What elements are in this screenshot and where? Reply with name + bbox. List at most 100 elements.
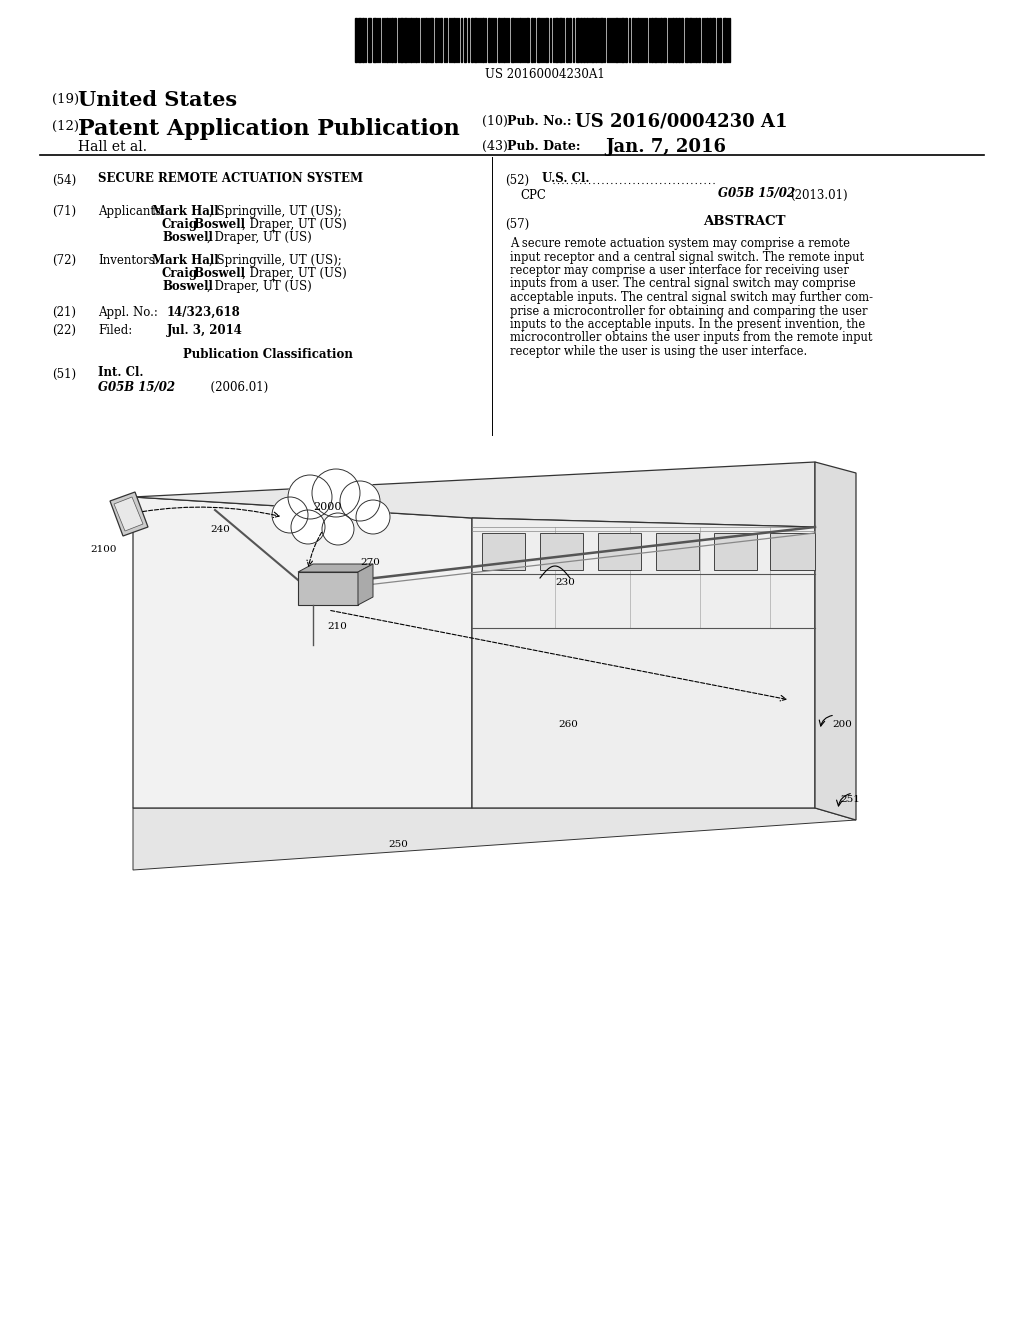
Polygon shape [815,462,856,820]
Bar [503,18,505,62]
Bar [435,18,437,62]
Bar [474,18,477,62]
Text: (71): (71) [52,205,76,218]
Text: , Springville, UT (US);: , Springville, UT (US); [209,253,342,267]
Bar [526,18,529,62]
Bar [569,18,571,62]
Text: (43): (43) [482,140,508,153]
Bar [488,18,490,62]
Text: Pub. Date:: Pub. Date: [507,140,581,153]
Polygon shape [656,533,699,570]
Bar [400,18,403,62]
Bar [362,18,364,62]
Text: (12): (12) [52,120,79,133]
Text: (19): (19) [52,92,79,106]
Text: inputs to the acceptable inputs. In the present invention, the: inputs to the acceptable inputs. In the … [510,318,865,331]
Polygon shape [472,517,815,808]
Bar [430,18,433,62]
Bar [625,18,627,62]
Bar [689,18,692,62]
Text: , Draper, UT (US): , Draper, UT (US) [242,218,347,231]
Bar [723,18,726,62]
Text: receptor may comprise a user interface for receiving user: receptor may comprise a user interface f… [510,264,849,277]
Bar [537,18,540,62]
Bar [621,18,624,62]
Polygon shape [358,564,373,605]
Bar [566,18,568,62]
Text: (2013.01): (2013.01) [790,189,848,202]
Text: (51): (51) [52,368,76,381]
Bar [471,18,473,62]
Bar [709,18,711,62]
Text: Craig: Craig [162,267,198,280]
Text: Patent Application Publication: Patent Application Publication [78,117,460,140]
Polygon shape [298,564,373,572]
Bar [580,18,582,62]
Text: , Draper, UT (US): , Draper, UT (US) [242,267,347,280]
Text: 260: 260 [558,719,578,729]
Text: SECURE REMOTE ACTUATION SYSTEM: SECURE REMOTE ACTUATION SYSTEM [98,172,362,185]
Polygon shape [714,533,757,570]
Bar [373,18,376,62]
Bar [685,18,688,62]
Text: 2100: 2100 [90,545,117,554]
Bar [440,18,442,62]
Bar [615,18,618,62]
Bar [410,18,412,62]
Text: 240: 240 [210,525,229,535]
Bar [695,18,697,62]
Text: 230: 230 [555,578,574,587]
Bar [586,18,588,62]
Text: U.S. Cl.: U.S. Cl. [542,172,590,185]
Circle shape [340,480,380,521]
Polygon shape [110,492,148,536]
Polygon shape [133,498,472,808]
Text: Mark Hall: Mark Hall [152,253,219,267]
Polygon shape [540,533,583,570]
Bar [404,18,407,62]
Text: Inventors:: Inventors: [98,253,159,267]
Bar [545,18,548,62]
Bar [595,18,597,62]
Circle shape [312,469,360,517]
Text: 14/323,618: 14/323,618 [167,306,241,319]
Text: (10): (10) [482,115,508,128]
Bar [591,18,594,62]
Bar [453,18,455,62]
Text: 210: 210 [327,622,347,631]
Bar [498,18,500,62]
Bar [511,18,514,62]
Text: G05B 15/02: G05B 15/02 [718,187,795,201]
Text: Boswell: Boswell [162,231,213,244]
Text: Int. Cl.: Int. Cl. [98,366,143,379]
Bar [555,18,558,62]
Text: 270: 270 [360,558,380,568]
Bar [600,18,603,62]
Polygon shape [482,533,525,570]
Bar [482,18,484,62]
Bar [678,18,680,62]
Text: 250: 250 [388,840,408,849]
Circle shape [322,513,354,545]
Text: Mark Hall: Mark Hall [152,205,219,218]
Text: , Draper, UT (US): , Draper, UT (US) [207,231,311,244]
Text: receptor while the user is using the user interface.: receptor while the user is using the use… [510,345,807,358]
Text: A secure remote actuation system may comprise a remote: A secure remote actuation system may com… [510,238,850,249]
Bar [415,18,417,62]
Bar [394,18,396,62]
Text: input receptor and a central signal switch. The remote input: input receptor and a central signal swit… [510,251,864,264]
Bar [425,18,427,62]
Text: Craig: Craig [162,218,198,231]
Text: Hall et al.: Hall et al. [78,140,147,154]
Bar [706,18,708,62]
Circle shape [356,500,390,535]
Text: (54): (54) [52,174,76,187]
Bar [651,18,653,62]
Bar [675,18,677,62]
Text: , Springville, UT (US);: , Springville, UT (US); [209,205,342,218]
Polygon shape [770,533,815,570]
Text: G05B 15/02: G05B 15/02 [98,381,175,393]
Bar [355,18,357,62]
Text: (2006.01): (2006.01) [173,381,268,393]
Polygon shape [298,572,358,605]
